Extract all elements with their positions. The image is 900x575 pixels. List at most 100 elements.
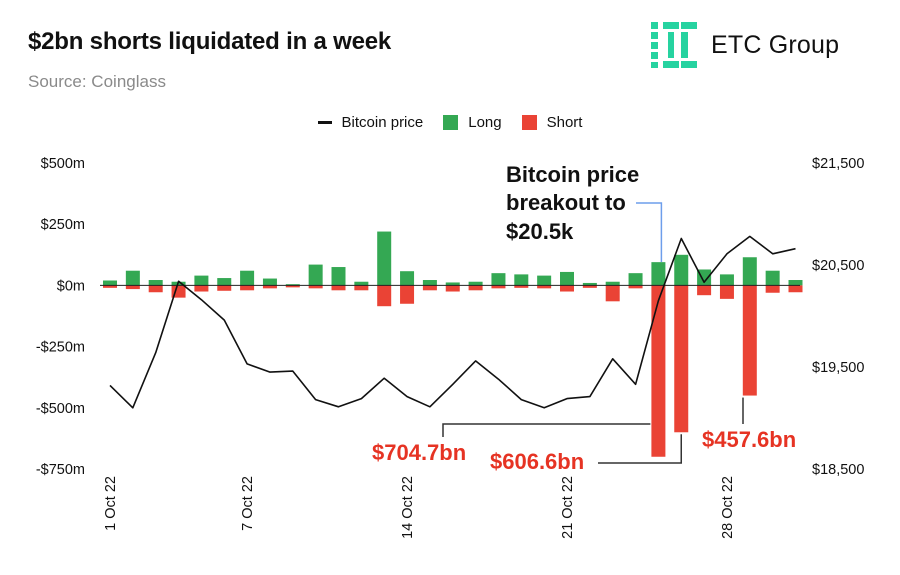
long-bar [217, 278, 232, 286]
legend-long-swatch [443, 115, 459, 130]
short-bar [445, 285, 460, 292]
bitcoin-price-series [109, 235, 796, 409]
etc-group-logo-icon [651, 22, 697, 68]
long-bar [651, 262, 666, 286]
long-bar [400, 271, 415, 286]
short-bar [285, 285, 300, 288]
x-axis-tick-label: 1 Oct 22 [103, 476, 119, 531]
left-axis-tick-label: $250m [41, 217, 85, 233]
short-bar [377, 285, 392, 307]
right-axis-tick-label: $19,500 [812, 360, 864, 376]
short-bar [788, 285, 803, 293]
long-bar [605, 281, 620, 286]
annotation-label-457: $457.6bn [702, 427, 796, 452]
brand-name: ETC Group [711, 30, 840, 59]
short-bar [148, 285, 163, 293]
short-bar [560, 285, 574, 292]
annotations: Bitcoin price breakout to $20.5k $704.7b… [372, 162, 796, 474]
connector-704 [442, 423, 651, 437]
short-bar [422, 285, 437, 291]
bars [103, 231, 803, 457]
short-bar [697, 285, 712, 296]
long-bar [765, 270, 780, 286]
short-bar [674, 285, 689, 433]
x-axis-tick-label: 7 Oct 22 [240, 476, 256, 531]
long-bar [719, 274, 734, 286]
chart-title: $2bn shorts liquidated in a week [28, 28, 392, 55]
long-bar [377, 231, 392, 286]
long-bar [674, 254, 689, 286]
legend-item-price: Bitcoin price [317, 114, 424, 131]
chart-source: Source: Coinglass [28, 72, 166, 91]
long-bar [537, 275, 552, 286]
chart-legend: Bitcoin price Long Short [0, 114, 900, 131]
connector-606 [598, 434, 682, 464]
long-bar [468, 281, 483, 286]
long-bar [742, 257, 757, 286]
legend-item-short: Short [521, 114, 583, 131]
short-bar [240, 285, 255, 291]
left-axis-tick-label: -$750m [36, 462, 85, 478]
short-bar [103, 285, 117, 288]
left-axis-tick-label: -$250m [36, 340, 85, 356]
long-bar [285, 284, 300, 286]
long-bar [788, 280, 803, 286]
legend-short-label: Short [546, 114, 583, 131]
short-bar [514, 285, 529, 288]
short-bar [719, 285, 734, 299]
legend-price-label: Bitcoin price [341, 114, 424, 131]
short-bar [354, 285, 369, 291]
long-bar [125, 270, 140, 286]
legend-price-swatch [317, 121, 332, 124]
long-bar [628, 273, 643, 286]
legend-item-long: Long [443, 114, 502, 131]
long-bar [308, 264, 323, 286]
long-bar [194, 275, 209, 286]
breakout-annotation-line1: Bitcoin price [506, 162, 639, 187]
x-axis: 1 Oct 22 7 Oct 22 14 Oct 22 21 Oct 22 28 Oct… [103, 476, 736, 539]
short-bar [194, 285, 209, 292]
long-bar [422, 280, 437, 286]
short-bar [605, 285, 620, 302]
left-axis: $500m $250m $0m -$250m -$500m -$750m [36, 156, 85, 478]
bitcoin-price-line [109, 235, 796, 409]
short-bar [262, 285, 277, 289]
short-bar [125, 285, 140, 290]
long-bar [514, 274, 529, 286]
long-bar [445, 282, 460, 286]
right-axis-tick-label: $18,500 [812, 462, 864, 478]
breakout-pointer-line [636, 202, 663, 262]
left-axis-tick-label: -$500m [36, 401, 85, 417]
long-bar [240, 270, 255, 286]
left-axis-tick-label: $500m [41, 156, 85, 172]
legend-long-label: Long [468, 114, 502, 131]
short-bar [765, 285, 780, 293]
long-bar [560, 271, 574, 286]
long-bar [582, 282, 597, 286]
long-bar [103, 280, 117, 286]
short-bar [582, 285, 597, 288]
short-bar [331, 285, 346, 291]
breakout-annotation-line2: breakout to [506, 190, 626, 215]
long-bar [331, 267, 346, 286]
short-bar [217, 285, 232, 291]
short-bar [491, 285, 506, 289]
right-axis-tick-label: $21,500 [812, 156, 864, 172]
long-bar [354, 281, 369, 286]
short-bar [628, 285, 643, 289]
long-bar [697, 269, 712, 286]
x-axis-tick-label: 14 Oct 22 [400, 476, 416, 539]
short-bar [400, 285, 415, 304]
x-axis-tick-label: 21 Oct 22 [560, 476, 576, 539]
left-axis-tick-label: $0m [57, 278, 85, 294]
short-bar [308, 285, 323, 289]
breakout-annotation-line3: $20.5k [506, 219, 574, 244]
short-bar [742, 285, 757, 396]
short-bar [537, 285, 552, 289]
annotation-label-704: $704.7bn [372, 440, 466, 465]
short-bar [468, 285, 483, 291]
x-axis-tick-label: 28 Oct 22 [720, 476, 736, 539]
right-axis: $21,500 $20,500 $19,500 $18,500 [812, 156, 864, 478]
annotation-label-606: $606.6bn [490, 449, 584, 474]
